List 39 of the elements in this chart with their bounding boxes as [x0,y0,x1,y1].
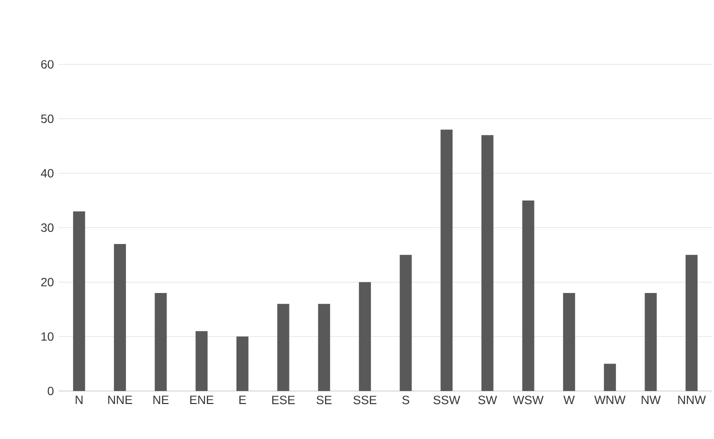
x-tick-label: SSE [353,396,376,404]
bar [644,292,657,391]
x-tick-label: W [563,396,575,404]
bar [686,254,698,391]
x-tick-label: ENE [190,396,214,404]
bar [196,331,208,391]
bar [481,135,494,391]
bar [73,211,86,391]
x-tick-label: SW [478,396,498,404]
x-tick-label: ESE [272,396,295,404]
y-tick-label: 50 [41,114,54,124]
bar [400,254,412,391]
x-tick-label: NW [642,396,661,404]
y-tick-label: 0 [48,386,54,396]
bar [563,292,576,391]
y-tick-label: 20 [41,278,54,286]
x-tick-label: WSW [512,396,544,404]
x-tick-label: SSW [433,396,460,404]
x-tick-label: WNW [594,396,626,404]
x-tick-label: S [402,396,410,404]
bar [522,200,534,391]
bar [318,304,330,391]
x-tick-label: NE [153,396,169,404]
y-tick-label: 40 [40,168,54,178]
x-tick-label: SE [316,396,332,404]
bar [114,244,126,391]
x-tick-label: NNE [108,396,132,404]
bar [154,292,167,391]
bar [277,304,290,391]
y-tick-label: 30 [41,223,54,232]
x-tick-label: N [76,396,82,404]
x-tick-label: E [239,396,246,404]
y-tick-label: 60 [41,60,54,69]
x-tick-label: NNW [678,396,706,404]
y-tick-label: 10 [42,332,54,341]
bar [358,282,371,391]
bar [604,364,616,391]
bar [236,336,248,391]
bar [440,130,453,391]
